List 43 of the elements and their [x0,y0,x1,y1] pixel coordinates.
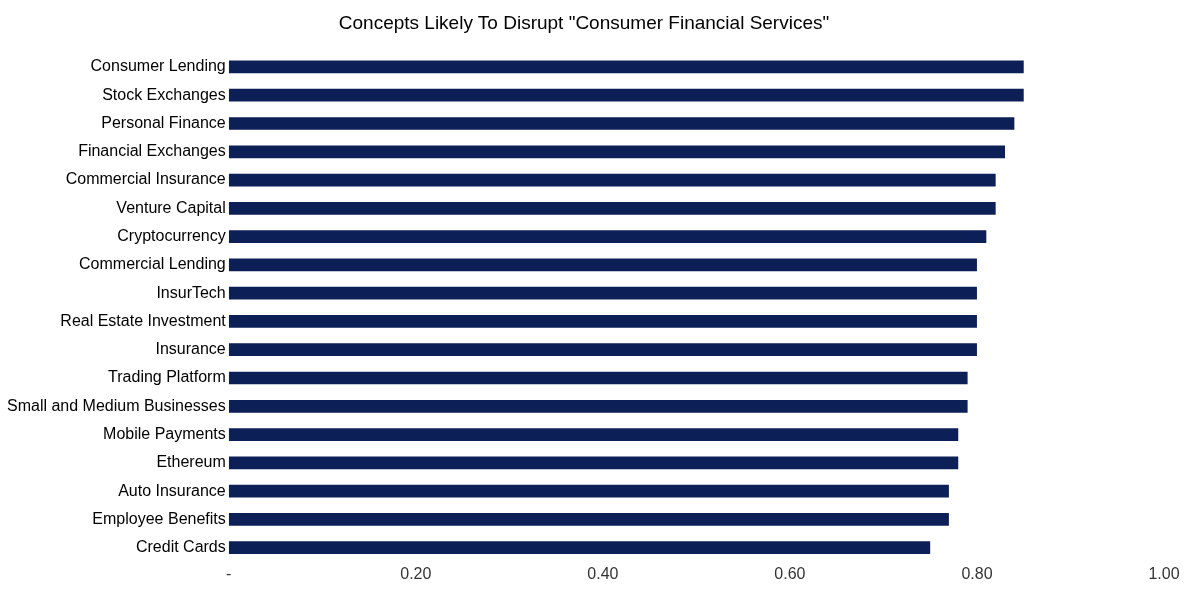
x-tick-label: 0.20 [400,564,432,582]
y-tick-label: Credit Cards [135,538,226,556]
y-tick-label: Commercial Lending [79,255,226,273]
y-tick-label: Stock Exchanges [102,85,226,103]
x-tick-label: 0.80 [961,564,993,582]
bar [228,145,1006,159]
bar [228,315,977,328]
x-tick-label: - [226,564,232,582]
bar [228,484,949,498]
y-tick-label: Trading Platform [108,368,226,386]
bar [228,230,987,243]
bar [228,399,968,413]
bar [228,428,959,441]
bar [228,541,931,555]
bar [228,343,977,357]
bar [228,88,1024,102]
y-tick-label: Insurance [155,340,226,358]
x-tick-label: 0.40 [587,564,619,582]
x-tick-label: 0.60 [774,564,806,582]
bar [228,173,996,187]
y-tick-label: Venture Capital [116,198,226,216]
y-tick-label: Small and Medium Businesses [7,396,226,414]
y-tick-label: Mobile Payments [103,424,226,442]
y-tick-label: Cryptocurrency [117,227,226,245]
bar [228,258,977,272]
y-tick-label: Employee Benefits [92,509,226,527]
y-tick-label: Consumer Lending [90,57,226,75]
bar [228,513,949,526]
y-tick-label: Commercial Insurance [65,170,226,188]
chart-title: Concepts Likely To Disrupt "Consumer Financial Services" [338,11,830,33]
y-tick-label: Ethereum [156,453,226,471]
y-tick-label: InsurTech [156,283,226,301]
bar [228,117,1015,130]
y-tick-label: Real Estate Investment [60,311,227,329]
y-tick-label: Financial Exchanges [78,142,226,160]
y-tick-label: Auto Insurance [118,481,226,499]
bar [228,286,977,300]
bar [228,201,996,215]
bar [228,371,968,385]
y-tick-label: Personal Finance [101,113,226,131]
bar [228,456,959,470]
x-tick-label: 1.00 [1148,564,1180,582]
bar [228,60,1024,74]
